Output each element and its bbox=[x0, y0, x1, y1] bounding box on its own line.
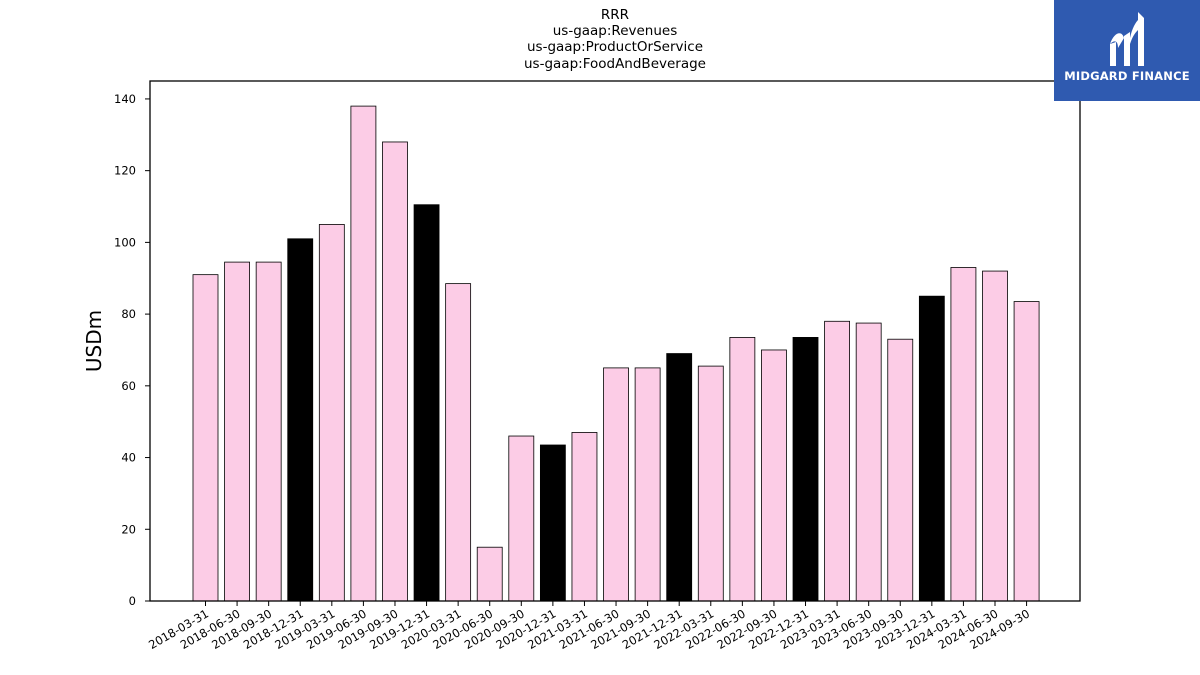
bar-2022-06-30 bbox=[729, 337, 756, 602]
y-tick-label: 60 bbox=[121, 379, 136, 393]
bar-2018-03-31 bbox=[192, 274, 219, 602]
bar-2019-03-31 bbox=[318, 224, 345, 602]
bar-2021-12-31 bbox=[666, 353, 693, 602]
bar-2022-03-31 bbox=[697, 365, 724, 602]
chart-title-line-1: RRR bbox=[600, 7, 630, 23]
y-tick-label: 40 bbox=[121, 451, 136, 465]
x-axis-ticks: 2018-03-312018-06-302018-09-302018-12-31… bbox=[146, 601, 1032, 652]
y-tick-label: 100 bbox=[114, 235, 136, 249]
bar-2023-12-31 bbox=[918, 295, 945, 602]
logo-mark-icon bbox=[1110, 12, 1144, 66]
chart-title-line-3: us-gaap:ProductOrService bbox=[526, 39, 704, 55]
bar-2024-03-31 bbox=[950, 267, 977, 602]
bar-2023-06-30 bbox=[855, 322, 882, 602]
bar-2020-12-31 bbox=[539, 444, 566, 602]
bar-2019-09-30 bbox=[382, 141, 408, 602]
bars-group bbox=[192, 105, 1040, 602]
brand-logo: MIDGARD FINANCE bbox=[1054, 0, 1200, 101]
bar-2019-06-30 bbox=[350, 105, 377, 602]
y-tick-label: 120 bbox=[114, 164, 136, 178]
bar-2021-03-31 bbox=[571, 432, 598, 602]
bar-2024-06-30 bbox=[982, 270, 1008, 602]
bar-2020-09-30 bbox=[508, 435, 535, 602]
y-tick-label: 0 bbox=[129, 594, 136, 608]
y-axis-label: USDm bbox=[82, 310, 106, 372]
bar-2022-09-30 bbox=[761, 349, 787, 602]
bar-2019-12-31 bbox=[413, 204, 440, 602]
bar-2023-03-31 bbox=[824, 320, 850, 602]
y-axis-ticks: 0 20 40 60 80 100 120 140 bbox=[114, 92, 150, 608]
bar-2018-06-30 bbox=[224, 261, 250, 602]
chart-title-line-4: us-gaap:FoodAndBeverage bbox=[524, 56, 706, 72]
bar-2020-03-31 bbox=[445, 283, 472, 602]
y-tick-label: 80 bbox=[121, 307, 136, 321]
chart-title-line-2: us-gaap:Revenues bbox=[552, 23, 678, 39]
bar-2018-09-30 bbox=[255, 261, 282, 602]
bar-2020-06-30 bbox=[476, 546, 503, 602]
bar-2021-09-30 bbox=[634, 367, 661, 602]
y-tick-label: 140 bbox=[114, 92, 136, 106]
bar-2023-09-30 bbox=[887, 338, 914, 602]
bar-2018-12-31 bbox=[287, 238, 314, 602]
logo-text: MIDGARD FINANCE bbox=[1064, 69, 1190, 83]
bar-2021-06-30 bbox=[603, 367, 629, 602]
y-tick-label: 20 bbox=[121, 522, 136, 536]
bar-2024-09-30 bbox=[1013, 301, 1040, 602]
plot-frame bbox=[149, 80, 1081, 602]
bar-2022-12-31 bbox=[792, 337, 819, 602]
